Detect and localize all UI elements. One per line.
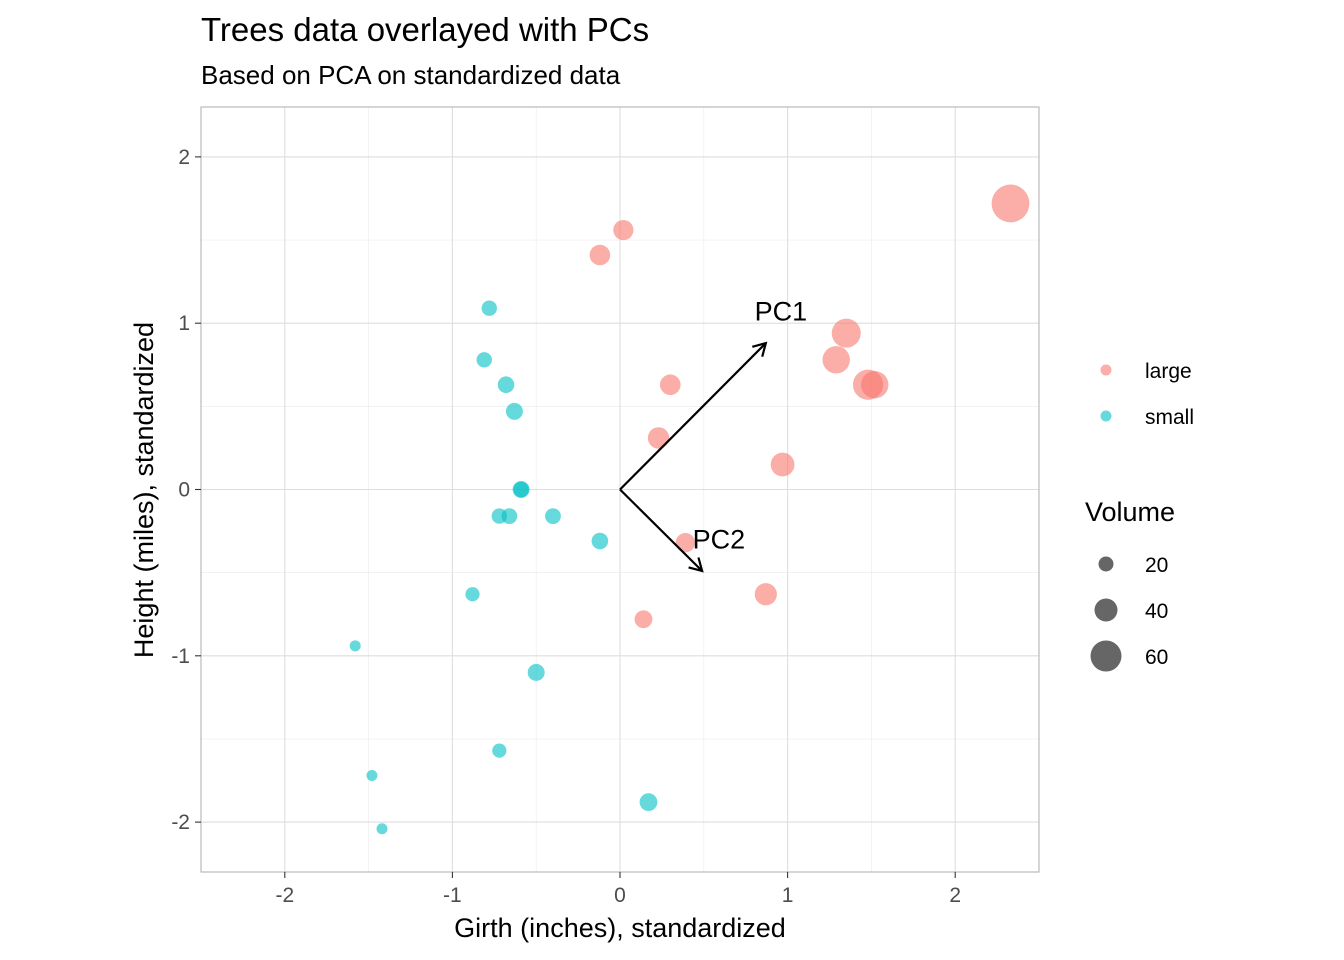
pc-arrows: PC1 PC2 <box>619 297 808 573</box>
pc2-arrow-head <box>688 557 704 573</box>
data-point-small <box>476 352 492 368</box>
pc2-label: PC2 <box>693 524 746 554</box>
y-tick-label: 0 <box>178 479 190 502</box>
data-point-large <box>613 219 634 241</box>
size-legend-key <box>1090 640 1122 672</box>
pc1-label: PC1 <box>755 297 808 327</box>
pc1-arrow-head <box>752 341 768 357</box>
data-point-large <box>861 371 889 399</box>
data-point-small <box>366 770 378 782</box>
legend-key-large <box>1100 364 1112 376</box>
data-point-small <box>545 508 561 525</box>
data-point-small <box>513 481 529 498</box>
x-tick-label: 0 <box>614 884 626 907</box>
y-axis-ticks: -2 -1 0 1 2 <box>171 146 201 834</box>
y-tick-label: 2 <box>178 146 190 169</box>
data-point-small <box>501 508 518 525</box>
data-point-large <box>659 374 681 396</box>
size-legend-key <box>1094 598 1118 622</box>
pc2-arrow-line <box>619 488 703 572</box>
data-point-large <box>822 346 850 374</box>
data-point-large <box>675 533 696 553</box>
size-legend-title: Volume <box>1085 497 1175 527</box>
data-point-large <box>770 452 795 477</box>
data-point-small <box>497 376 515 394</box>
data-point-small <box>481 300 497 316</box>
legend-label-small: small <box>1145 406 1194 429</box>
data-point-small <box>505 402 523 420</box>
legend-label-large: large <box>1145 360 1192 383</box>
size-legend-label: 20 <box>1145 554 1168 577</box>
y-tick-label: 1 <box>178 312 190 335</box>
x-axis-ticks: -2 -1 0 1 2 <box>275 872 961 907</box>
size-legend-label: 60 <box>1145 646 1168 669</box>
size-legend-key <box>1098 556 1114 572</box>
legend-key-small <box>1100 410 1112 422</box>
x-tick-label: 1 <box>782 884 794 907</box>
data-point-small <box>349 640 361 652</box>
y-axis-title: Height (miles), standardized <box>129 322 159 658</box>
data-point-small <box>465 587 480 602</box>
data-point-small <box>527 663 545 681</box>
size-legend-label: 40 <box>1145 600 1168 623</box>
chart-title: Trees data overlayed with PCs <box>201 11 649 48</box>
x-tick-label: 2 <box>949 884 961 907</box>
y-tick-label: -1 <box>171 645 190 668</box>
pc1-arrow-line <box>619 342 767 491</box>
data-point-large <box>647 427 670 449</box>
data-point-large <box>634 610 653 629</box>
data-point-large <box>589 244 611 266</box>
data-point-large <box>754 583 777 606</box>
chart-subtitle: Based on PCA on standardized data <box>201 60 621 90</box>
color-legend: large small <box>1100 360 1194 429</box>
data-point-small <box>639 793 658 812</box>
data-points <box>349 184 1030 835</box>
data-point-small <box>492 743 507 758</box>
x-axis-title: Girth (inches), standardized <box>454 913 786 943</box>
data-point-small <box>376 823 388 835</box>
data-point-small <box>591 532 609 550</box>
x-tick-label: -2 <box>275 884 294 907</box>
size-legend: 20 40 60 <box>1090 554 1168 672</box>
data-point-large <box>831 318 861 348</box>
y-tick-label: -2 <box>171 811 190 834</box>
x-tick-label: -1 <box>443 884 462 907</box>
data-point-large <box>991 184 1030 223</box>
